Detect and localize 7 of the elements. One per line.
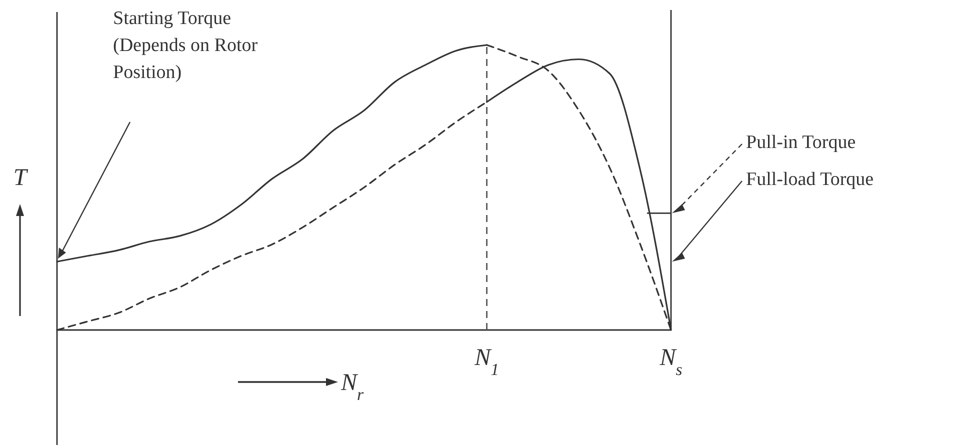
annotation: Pull-in Torque [746, 132, 856, 153]
x-tick-label: N$_{1}$ [474, 345, 500, 378]
annotation: Full-load Torque [746, 169, 874, 190]
y-axis-title: T [13, 165, 28, 191]
annotation: Starting Torque (Depends on Rotor Position) [113, 8, 258, 83]
x-axis-title: N$_{r}$ [340, 370, 364, 404]
x-tick-label: N$_{s}$ [658, 345, 683, 378]
